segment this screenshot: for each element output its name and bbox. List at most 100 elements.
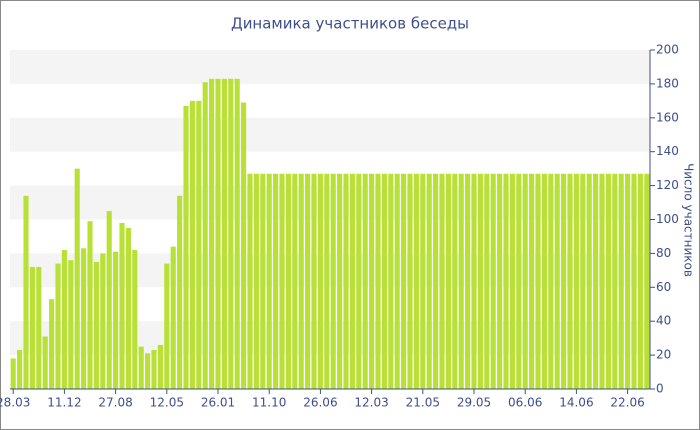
- bar: [42, 336, 48, 389]
- bar: [55, 263, 61, 389]
- x-tick-label: 22.06: [610, 396, 644, 410]
- bar: [497, 173, 503, 389]
- bar: [561, 173, 567, 389]
- bar: [337, 173, 343, 389]
- y-tick-label: 20: [656, 348, 671, 362]
- bar: [593, 173, 599, 389]
- bar: [426, 173, 432, 389]
- bar: [356, 173, 362, 389]
- bar: [125, 227, 131, 389]
- bar: [317, 173, 323, 389]
- bar: [535, 173, 541, 389]
- bar: [151, 350, 157, 389]
- bar: [509, 173, 515, 389]
- bar: [209, 78, 215, 389]
- bar: [401, 173, 407, 389]
- x-tick-label: 27.08: [98, 396, 132, 410]
- bar: [311, 173, 317, 389]
- grid-band: [10, 185, 650, 220]
- bar: [548, 173, 554, 389]
- bar: [183, 105, 189, 389]
- bar: [375, 173, 381, 389]
- bar: [113, 251, 119, 389]
- bar: [522, 173, 528, 389]
- grid-band: [10, 117, 650, 152]
- y-tick-label: 180: [656, 76, 679, 90]
- bar: [618, 173, 624, 389]
- bar: [298, 173, 304, 389]
- bar: [29, 266, 35, 389]
- bar: [100, 253, 106, 389]
- bar: [273, 173, 279, 389]
- bar: [49, 299, 55, 389]
- bar: [394, 173, 400, 389]
- bar: [567, 173, 573, 389]
- bar: [215, 78, 221, 389]
- bar: [477, 173, 483, 389]
- bar: [599, 173, 605, 389]
- bar: [36, 266, 42, 389]
- bar: [132, 250, 138, 389]
- bar: [516, 173, 522, 389]
- y-tick-label: 120: [656, 178, 679, 192]
- bar: [87, 221, 93, 389]
- bar: [644, 173, 650, 389]
- bar: [503, 173, 509, 389]
- y-tick-label: 160: [656, 110, 679, 124]
- bar: [260, 173, 266, 389]
- y-tick-label: 200: [656, 43, 679, 57]
- bar: [292, 173, 298, 389]
- bar: [68, 260, 74, 389]
- bar: [189, 100, 195, 389]
- bar: [362, 173, 368, 389]
- bar: [247, 173, 253, 389]
- bar: [285, 173, 291, 389]
- bar: [170, 246, 176, 389]
- bar: [330, 173, 336, 389]
- bar: [23, 195, 29, 389]
- bar: [407, 173, 413, 389]
- bar: [349, 173, 355, 389]
- y-tick-label: 60: [656, 280, 671, 294]
- y-tick-label: 80: [656, 246, 671, 260]
- bar: [573, 173, 579, 389]
- y-tick-label: 0: [656, 382, 664, 396]
- x-tick-label: 26.06: [303, 396, 337, 410]
- bar: [484, 173, 490, 389]
- bar: [631, 173, 637, 389]
- bar: [420, 173, 426, 389]
- x-tick-label: 14.06: [559, 396, 593, 410]
- bar: [145, 353, 151, 389]
- x-tick-label: 06.06: [508, 396, 542, 410]
- x-tick-label: 12.05: [150, 396, 184, 410]
- bar: [106, 211, 112, 389]
- bar: [157, 344, 163, 389]
- bar: [305, 173, 311, 389]
- bar: [343, 173, 349, 389]
- bar: [458, 173, 464, 389]
- bar: [465, 173, 471, 389]
- bar: [221, 78, 227, 389]
- bar: [413, 173, 419, 389]
- bar: [490, 173, 496, 389]
- y-tick-label: 40: [656, 314, 671, 328]
- bar: [369, 173, 375, 389]
- bar: [612, 173, 618, 389]
- bar: [241, 102, 247, 390]
- grid-band: [10, 321, 650, 356]
- chart-title: Динамика участников беседы: [231, 15, 469, 33]
- bar: [61, 250, 67, 389]
- bar: [529, 173, 535, 389]
- y-tick-label: 140: [656, 144, 679, 158]
- bar: [177, 195, 183, 389]
- bar: [196, 100, 202, 389]
- bar: [228, 78, 234, 389]
- bar: [625, 173, 631, 389]
- bar: [586, 173, 592, 389]
- bar: [119, 222, 125, 389]
- bar: [541, 173, 547, 389]
- bar: [74, 168, 80, 389]
- x-tick-label: 11.12: [47, 396, 81, 410]
- bar: [439, 173, 445, 389]
